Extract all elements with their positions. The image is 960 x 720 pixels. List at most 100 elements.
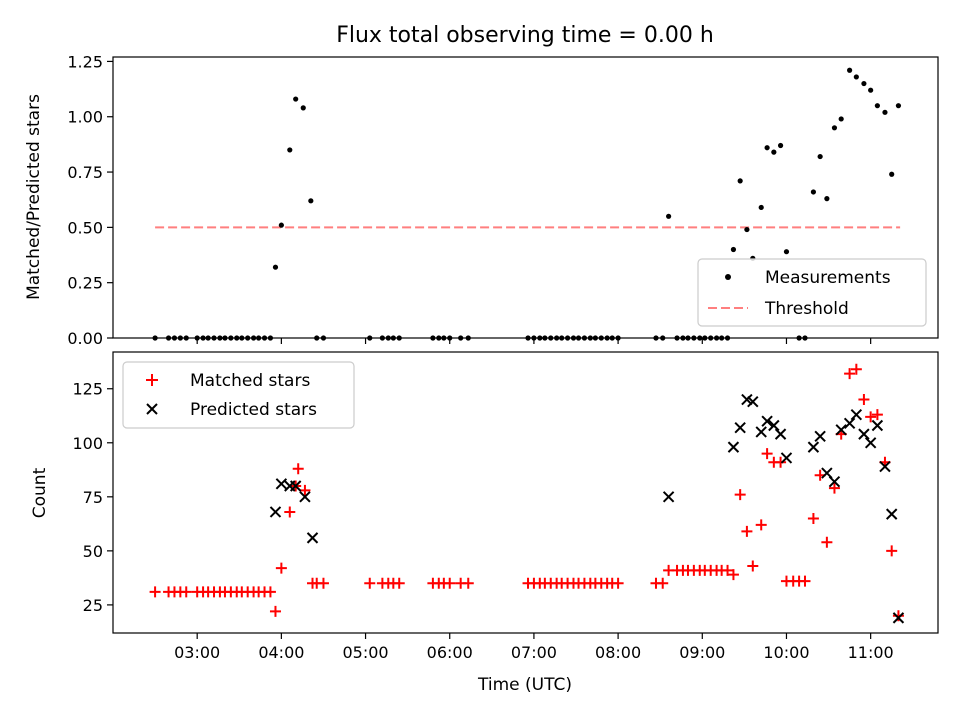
y-tick-label: 0.00	[67, 329, 103, 348]
measurement-point	[293, 96, 299, 102]
measurement-point	[777, 142, 784, 149]
measurement-point	[895, 103, 902, 109]
y-tick-label: 0.75	[67, 163, 103, 182]
count-panel-frame	[112, 351, 939, 634]
y-tick-label: 1.00	[67, 108, 103, 127]
legend-measurements-marker	[725, 274, 731, 280]
measurement-point	[838, 116, 844, 122]
count-legend: Matched stars Predicted stars	[122, 361, 355, 429]
matched-point	[734, 489, 746, 501]
matched-point	[264, 586, 276, 598]
x-tick-label: 10:00	[763, 643, 809, 662]
predicted-point	[275, 478, 288, 490]
measurement-point	[874, 103, 880, 109]
predicted-point	[871, 419, 884, 432]
predicted-point	[807, 441, 820, 453]
matched-point	[821, 536, 833, 548]
y-tick-label: 75	[83, 488, 103, 507]
predicted-point	[747, 396, 759, 408]
matched-point	[850, 363, 862, 375]
measurement-point	[882, 109, 888, 115]
matched-point	[844, 368, 856, 380]
predicted-point	[780, 452, 793, 464]
y-tick-label: 0.25	[67, 274, 103, 293]
matched-point	[755, 519, 767, 531]
x-tick-label: 08:00	[595, 643, 641, 662]
measurement-point	[737, 178, 743, 184]
predicted-point	[755, 426, 767, 438]
measurement-point	[861, 80, 867, 87]
legend-threshold-label: Threshold	[764, 299, 849, 319]
x-tick-label: 04:00	[258, 643, 304, 662]
measurement-point	[824, 196, 830, 202]
measurement-point	[744, 226, 750, 233]
legend-matched-marker	[146, 374, 158, 386]
predicted-point	[843, 417, 856, 430]
ratio-panel-frame	[112, 56, 939, 339]
x-tick-label: 06:00	[427, 643, 473, 662]
predicted-point	[734, 421, 746, 434]
y-tick-label: 25	[83, 596, 103, 615]
matched-point	[799, 575, 811, 587]
matched-point	[292, 463, 304, 475]
x-tick-label: 09:00	[679, 643, 725, 662]
predicted-point	[761, 415, 773, 427]
predicted-point	[850, 408, 863, 421]
predicted-point	[289, 480, 302, 492]
ratio-y-axis-label: Matched/Predicted stars	[24, 94, 44, 300]
count-legend-box	[122, 361, 355, 429]
x-axis-label: Time (UTC)	[477, 675, 572, 695]
measurement-point	[300, 105, 306, 111]
measurement-point	[783, 249, 790, 255]
ratio-panel: 0.00 0.25 0.50 0.75 1.00 1.25 Matched/Predict…	[24, 52, 939, 348]
matched-point	[865, 411, 877, 423]
matched-point	[775, 456, 787, 468]
matched-point	[807, 512, 819, 524]
matched-point	[317, 577, 329, 589]
legend-predicted-marker	[146, 403, 158, 415]
matched-point	[886, 545, 898, 557]
x-tick-label: 07:00	[511, 643, 557, 662]
matched-point	[149, 586, 161, 598]
matched-point	[275, 562, 287, 574]
measurement-point	[810, 189, 817, 195]
matched-point	[828, 482, 840, 494]
measurement-point	[666, 213, 672, 219]
measurement-point	[771, 149, 777, 155]
y-tick-label: 0.50	[67, 218, 103, 237]
predicted-point	[828, 475, 841, 488]
matched-point	[741, 525, 753, 537]
count-y-axis-label: Count	[30, 467, 50, 518]
measurement-point	[831, 125, 838, 131]
y-tick-label: 50	[83, 542, 103, 561]
measurement-point	[764, 145, 770, 151]
predicted-point	[858, 428, 870, 440]
legend-measurements-label: Measurements	[765, 268, 891, 288]
measurement-point	[817, 153, 823, 160]
matched-point	[462, 577, 474, 589]
matched-point	[284, 506, 296, 518]
predicted-point	[814, 430, 826, 443]
measurement-point	[308, 198, 314, 204]
matched-point	[444, 577, 456, 589]
matched-point	[393, 577, 405, 589]
measurement-point	[272, 264, 279, 270]
measurement-point	[278, 222, 284, 228]
predicted-point	[727, 441, 740, 453]
matched-point	[761, 448, 773, 460]
measurement-point	[889, 171, 895, 177]
matched-point	[722, 564, 734, 576]
matched-point	[612, 577, 624, 589]
measurement-point	[730, 246, 737, 253]
matched-point	[727, 569, 739, 581]
y-tick-label: 1.25	[67, 52, 103, 71]
measurement-point	[287, 147, 293, 153]
legend-predicted-label: Predicted stars	[190, 400, 317, 420]
predicted-point	[662, 491, 675, 503]
ratio-legend-box	[697, 258, 927, 327]
predicted-point	[269, 506, 282, 518]
predicted-point	[768, 419, 780, 432]
y-tick-label: 125	[72, 380, 103, 399]
measurement-point	[853, 74, 859, 80]
